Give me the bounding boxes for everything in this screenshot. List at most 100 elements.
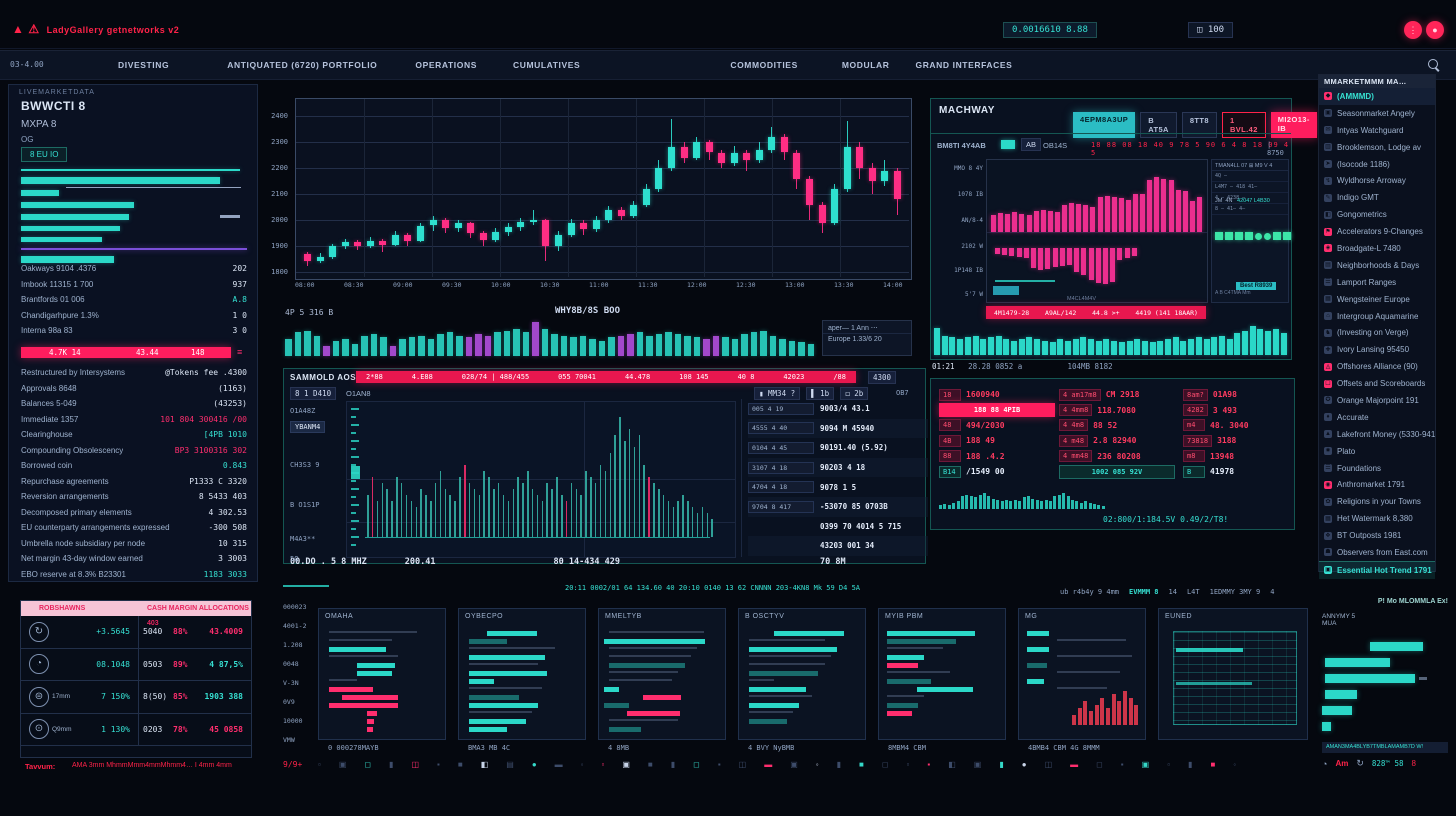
taskbar-icon-18[interactable]: ◫ — [738, 759, 747, 769]
card-oybecpo[interactable]: OYBECPO — [458, 608, 586, 740]
menu-dots-button[interactable]: ⋮ — [1404, 21, 1422, 39]
grid-row[interactable]: 88 188 .4.2 — [939, 449, 1055, 464]
taskbar-icon-31[interactable]: ◫ — [1044, 759, 1053, 769]
taskbar-icon-5[interactable]: ▪ — [437, 759, 440, 769]
taskbar-icon-27[interactable]: ◧ — [948, 759, 956, 769]
sub-icon-chip[interactable]: ▮ MM34 ? — [754, 387, 801, 400]
nav-item-6[interactable]: GRAND INTERFACES — [915, 60, 1013, 70]
8tt8-button[interactable]: 8TT8 — [1181, 112, 1217, 138]
middle-table-row[interactable]: 005 4 19 9003/4 43.1 — [748, 399, 928, 419]
grid-row[interactable]: 8am? 01A98 — [1183, 387, 1299, 402]
watchlist-item-9[interactable]: ◈ Broadgate-L 7480 — [1319, 240, 1435, 257]
card-mg[interactable]: MG — [1018, 608, 1146, 740]
allocation-row[interactable]: ◔ 08.1048 0503 89% 4 87,5% — [21, 648, 251, 681]
grid-row[interactable]: 1002 085 92V — [1059, 464, 1175, 479]
watchlist-item-5[interactable]: ↯ Wyldhorse Arroway — [1319, 172, 1435, 189]
watchlist-item-6[interactable]: ✎ Indigo GMT — [1319, 189, 1435, 206]
grid-row[interactable]: 4 m48 2.8 82940 — [1059, 433, 1175, 448]
search-icon[interactable] — [1428, 59, 1440, 72]
mini-indicator-square[interactable] — [1245, 232, 1253, 240]
taskbar-icon-21[interactable]: ◦ — [815, 759, 819, 769]
taskbar-icon-30[interactable]: ● — [1021, 759, 1027, 769]
nav-item-3[interactable]: CUMULATIVES — [512, 60, 581, 70]
middle-table-row[interactable]: 4555 4 40 9094 M 45940 — [748, 418, 928, 439]
taskbar-icon-15[interactable]: ▮ — [670, 759, 676, 769]
grid-row[interactable]: 4 4m8 88 52 — [1059, 418, 1175, 433]
taskbar-icon-28[interactable]: ▣ — [973, 759, 982, 769]
watchlist-item-22[interactable]: ☰ Foundations — [1319, 460, 1435, 477]
volume-legend[interactable]: aper— 1 Ann ⋯ Europe 1.33/6 20 — [822, 320, 912, 356]
grid-row[interactable]: 4 4mm8 118.7080 — [1059, 402, 1175, 417]
mini-indicator-square[interactable] — [1283, 232, 1291, 240]
watchlist-item-2[interactable]: ✉ Intyas Watchguard — [1319, 122, 1435, 139]
middle-table-row[interactable]: 0104 4 45 90191.40 (5.92) — [748, 438, 928, 458]
watchlist-item-15[interactable]: ✚ Ivory Lansing 95450 — [1319, 341, 1435, 358]
allocation-row[interactable]: ↻ +3.5645 5040 88% 43.4009 — [21, 616, 251, 649]
nav-item-5[interactable]: MODULAR — [841, 60, 890, 70]
nav-item-2[interactable]: OPERATIONS — [415, 60, 477, 70]
1-bvl-42-button[interactable]: 1 BVL.42 — [1221, 112, 1266, 138]
grid-row[interactable]: B 41978 — [1183, 464, 1299, 479]
taskbar-icon-39[interactable]: ◦ — [1233, 759, 1237, 769]
watchlist-item-11[interactable]: ☰ Lamport Ranges — [1319, 274, 1435, 291]
watchlist-item-13[interactable]: ⌂ Intergroup Aquamarine — [1319, 308, 1435, 325]
watchlist-item-24[interactable]: ✿ Religions in your Towns — [1319, 493, 1435, 510]
grid-row[interactable]: B14/1549 00 — [939, 464, 1055, 479]
taskbar-icon-25[interactable]: ▫ — [906, 759, 910, 769]
taskbar-icon-19[interactable]: ▬ — [764, 759, 773, 769]
watchlist-item-4[interactable]: ➤ (Isocode 1186) — [1319, 156, 1435, 173]
watchlist-item-7[interactable]: ◧ Gongometrics — [1319, 206, 1435, 223]
allocation-row[interactable]: ⊜ 17mm 7 150% 8(50) 85% 1903 388 — [21, 681, 251, 714]
taskbar-icon-2[interactable]: ◻ — [364, 759, 372, 769]
middle-table-row[interactable]: 3107 4 18 90203 4 18 — [748, 457, 928, 478]
middle-table-row[interactable]: 4704 4 18 9078 1 5 — [748, 477, 928, 497]
taskbar-icon-29[interactable]: ▮ — [999, 759, 1004, 769]
watchlist-item-26[interactable]: ❖ BT Outposts 1981 — [1319, 527, 1435, 544]
taskbar-icon-20[interactable]: ▣ — [790, 759, 798, 769]
grid-row[interactable]: 18 1600940 — [939, 387, 1055, 402]
taskbar-icon-6[interactable]: ■ — [457, 759, 463, 769]
allocation-row[interactable]: ⊙ Q9mm 1 130% 0203 78% 45 0858 — [21, 713, 251, 746]
sub-icon-chip[interactable]: ▌ 1b — [806, 387, 835, 400]
mini-indicator-square[interactable] — [1235, 232, 1243, 240]
watchlist-item-8[interactable]: ⚑ Accelerators 9-Changes — [1319, 223, 1435, 240]
toolbar-toggle[interactable] — [1001, 140, 1015, 149]
taskbar-icon-22[interactable]: ▮ — [836, 759, 842, 769]
grid-row[interactable]: 4 am17m8 CM 2918 — [1059, 387, 1175, 402]
taskbar-icon-11[interactable]: ◦ — [580, 759, 584, 769]
grid-row[interactable]: m4 48. 3040 — [1183, 418, 1299, 433]
grid-row[interactable]: m8 13948 — [1183, 449, 1299, 464]
card-omaha[interactable]: OMAHA — [318, 608, 446, 740]
watchlist-item-23[interactable]: ◉ Anthromarket 1791 — [1319, 476, 1435, 493]
taskbar-icon-1[interactable]: ▣ — [338, 759, 347, 769]
app-logo[interactable]: ▲ ⚠ LadyGallery getnetworks v2 — [12, 22, 179, 36]
watchlist-item-28[interactable]: ▣ Essential Hot Trend 1791 — [1319, 560, 1435, 579]
mini-indicator-circle[interactable] — [1255, 232, 1262, 240]
taskbar-icon-7[interactable]: ◧ — [480, 759, 489, 769]
sub-chip-1[interactable]: 8 1 D410 — [290, 387, 337, 400]
taskbar-icon-16[interactable]: ◻ — [693, 759, 700, 769]
grid-row[interactable]: 48 494/2030 — [939, 418, 1055, 433]
watchlist-item-12[interactable]: ▦ Wengsteiner Europe — [1319, 291, 1435, 308]
refresh-icon[interactable]: ↻ — [1356, 758, 1364, 768]
4epm8a3up-button[interactable]: 4EPM8A3UP — [1073, 112, 1136, 138]
count-badge[interactable]: ◫ 100 — [1188, 22, 1234, 38]
taskbar-icon-33[interactable]: ◻ — [1096, 759, 1103, 769]
mi2o13-ib-button[interactable]: MI2O13-IB — [1270, 112, 1317, 138]
taskbar-icon-24[interactable]: ◻ — [881, 759, 889, 769]
watchlist-item-10[interactable]: ▤ Neighborhoods & Days — [1319, 257, 1435, 274]
rate-badge[interactable]: 0.0016610 8.88 — [1003, 22, 1097, 38]
header-chip[interactable]: 4300 — [868, 371, 897, 384]
taskbar-icon-12[interactable]: ▫ — [601, 759, 605, 769]
middle-table-row[interactable]: x0399 70 4014 5 715 — [748, 517, 928, 537]
taskbar-icon-4[interactable]: ◫ — [411, 759, 420, 769]
profile-button[interactable]: ● — [1426, 21, 1444, 39]
mini-indicator-square[interactable] — [1225, 232, 1233, 240]
mini-indicator-circle[interactable] — [1264, 232, 1271, 240]
taskbar-icon-26[interactable]: ▪ — [927, 759, 931, 769]
taskbar-icon-32[interactable]: ▬ — [1070, 759, 1079, 769]
taskbar-icon-36[interactable]: ▫ — [1167, 759, 1171, 769]
taskbar-icon-37[interactable]: ▮ — [1188, 759, 1193, 769]
taskbar-icon-14[interactable]: ■ — [647, 759, 653, 769]
taskbar-icon-13[interactable]: ▣ — [622, 759, 630, 769]
